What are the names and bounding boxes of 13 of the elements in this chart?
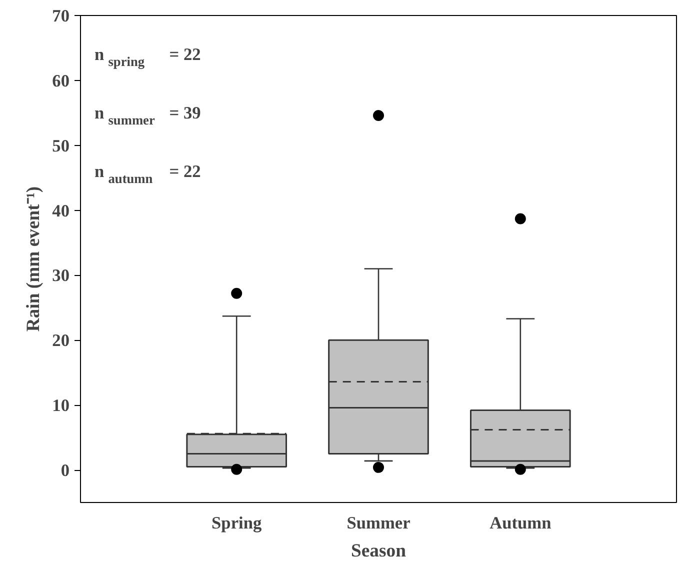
y-tick-label: 0	[60, 461, 70, 480]
x-tick-label: Summer	[346, 514, 411, 532]
y-tick-label: 10	[52, 396, 70, 416]
y-tick-label: 60	[52, 71, 70, 90]
y-tick-label: 40	[52, 201, 70, 220]
x-axis-title: Season	[351, 540, 407, 562]
y-axis-title: Rain (mm event⁻¹)	[23, 186, 44, 332]
y-tick-label: 70	[52, 6, 70, 26]
x-tick-label: Autumn	[490, 514, 552, 532]
x-tick-label: Spring	[212, 514, 262, 532]
y-tick-label: 30	[52, 266, 70, 286]
y-tick-label: 50	[52, 136, 70, 156]
y-tick-label: 20	[52, 331, 70, 350]
